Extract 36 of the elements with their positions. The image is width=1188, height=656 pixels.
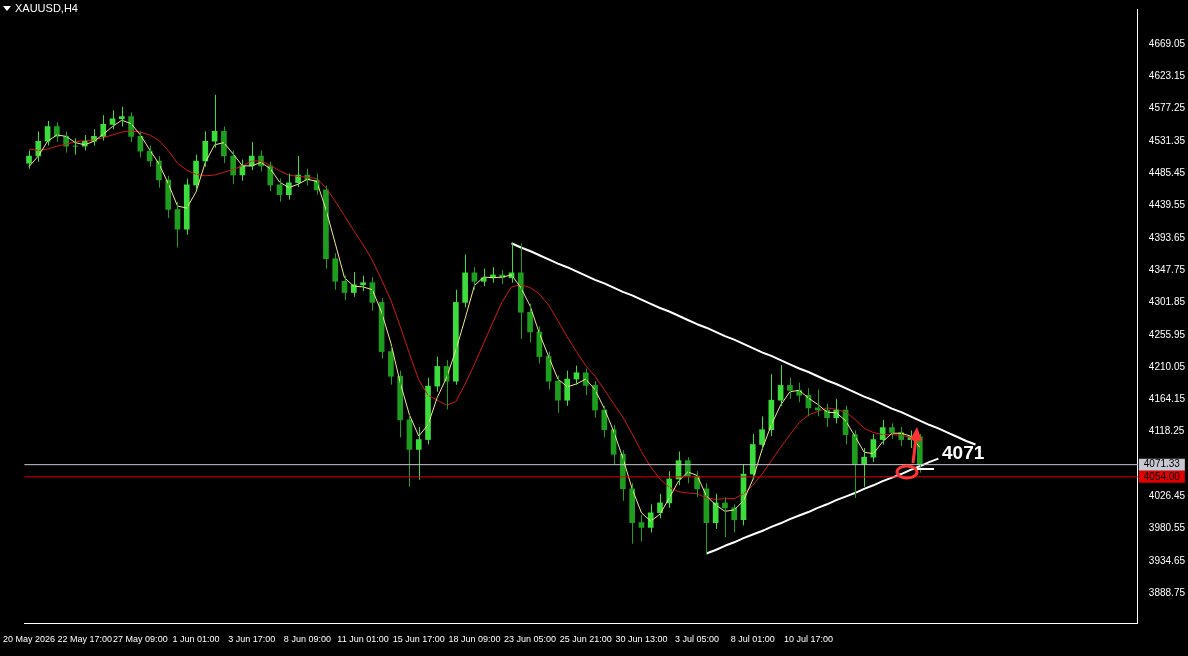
x-tick-label: 3 Jul 05:00 — [675, 634, 720, 645]
x-tick-label: 22 May 17:00 — [57, 634, 112, 645]
annotation: 4071 — [942, 441, 985, 463]
y-tick-label: 4255.95 — [1148, 328, 1186, 340]
x-tick-label: 15 Jun 17:00 — [392, 634, 445, 645]
x-tick-label: 30 Jun 13:00 — [615, 634, 668, 645]
y-tick-label: 4210.05 — [1148, 360, 1186, 372]
y-tick-label: 4439.55 — [1148, 199, 1186, 211]
y-tick-label: 3888.75 — [1148, 586, 1186, 598]
x-tick-label: 3 Jun 17:00 — [228, 634, 276, 645]
y-tick-label: 4393.65 — [1148, 231, 1186, 243]
y-tick-label: 3980.55 — [1148, 522, 1186, 534]
y-tick-label: 4531.35 — [1148, 134, 1186, 146]
ref-line-label: 4071.33 — [1143, 458, 1181, 470]
y-tick-label: 4026.45 — [1148, 489, 1186, 501]
y-tick-label: 4301.85 — [1148, 296, 1186, 308]
x-tick-label: 20 May 2026 — [2, 634, 56, 645]
y-tick-label: 4118.25 — [1148, 425, 1185, 437]
x-tick-label: 27 May 09:00 — [113, 634, 168, 645]
y-tick-label: 4164.15 — [1148, 393, 1186, 405]
y-tick-label: 4485.45 — [1148, 167, 1186, 179]
x-tick-label: 10 Jul 17:00 — [783, 634, 833, 645]
y-tick-label: 4347.75 — [1148, 263, 1186, 275]
x-tick-label: 25 Jun 21:00 — [559, 634, 612, 645]
ref-line-label: 4054.00 — [1143, 470, 1181, 482]
x-tick-label: 23 Jun 05:00 — [504, 634, 557, 645]
x-tick-label: 11 Jun 01:00 — [337, 634, 389, 645]
y-tick-label: 3934.65 — [1148, 554, 1186, 566]
chart-title: XAUUSD,H4 — [15, 2, 78, 14]
x-tick-label: 8 Jul 01:00 — [730, 634, 775, 645]
x-tick-label: 18 Jun 09:00 — [448, 634, 501, 645]
x-tick-label: 1 Jun 01:00 — [172, 634, 220, 645]
x-tick-label: 8 Jun 09:00 — [283, 634, 331, 645]
y-tick-label: 4669.05 — [1148, 37, 1186, 49]
y-tick-label: 4577.25 — [1148, 102, 1186, 114]
y-tick-label: 4623.15 — [1148, 70, 1186, 82]
